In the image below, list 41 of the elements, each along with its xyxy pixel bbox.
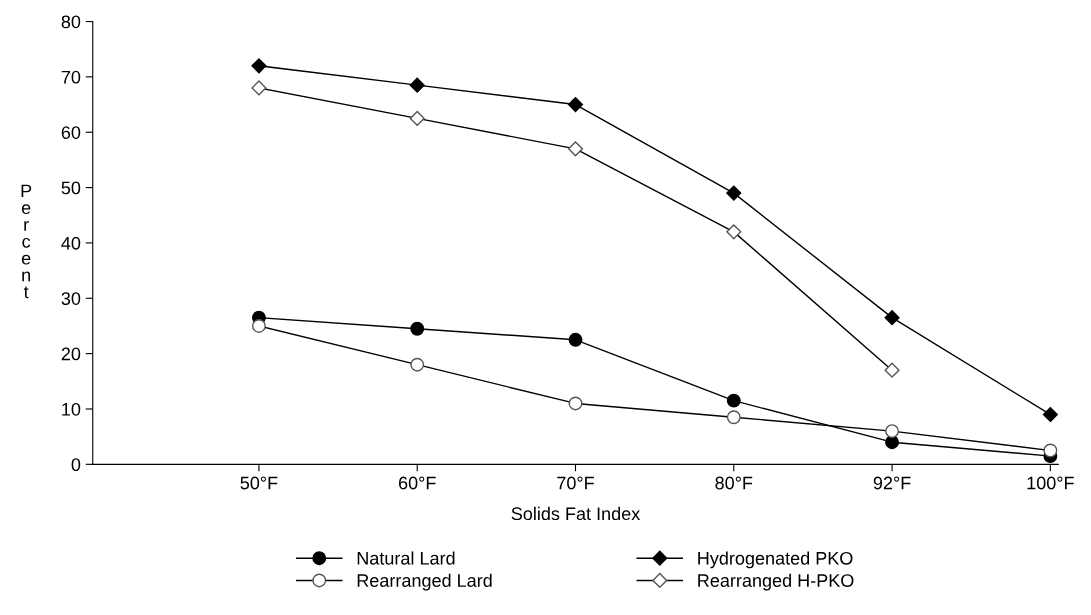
point [567,96,584,113]
point [409,110,425,126]
point [567,141,584,157]
y-axis-title: Percent [21,184,32,299]
legend-label: Natural Lard [357,551,455,565]
y-tick-label: 20 [61,347,81,361]
y-tick-label: 70 [61,70,81,84]
point [726,224,742,240]
legend-label: Rearranged Lard [357,573,492,591]
point [409,77,425,93]
x-tick-label: 92°F [873,476,911,490]
point [884,362,900,378]
point [251,58,267,74]
x-tick-label: 60°F [398,476,436,490]
point [726,185,742,201]
point [568,396,583,411]
point [251,80,267,96]
point [410,321,425,336]
y-tick-label: 50 [61,181,81,195]
point [884,310,900,326]
point [885,424,900,439]
point [568,332,583,347]
x-tick-label: 70°F [557,476,594,490]
point [251,319,266,333]
x-tick-label: 100°F [1027,476,1074,490]
legend-label: Hydrogenated PKO [698,551,853,569]
point [726,393,741,408]
y-tick-label: 0 [71,458,81,472]
y-tick-label: 40 [61,236,81,250]
x-tick-label: 50°F [240,476,278,490]
legend-label: Rearranged H-PKO [698,573,854,591]
point [410,357,425,372]
point [1043,443,1058,458]
y-tick-label: 10 [62,402,81,416]
y-tick-label: 30 [61,292,81,305]
y-tick-label: 60 [61,126,81,139]
point [726,410,741,425]
y-tick-label: 80 [61,15,81,29]
x-axis-title: Solids Fat Index [511,506,641,521]
point [1042,406,1058,423]
x-tick-label: 80°F [715,476,753,490]
